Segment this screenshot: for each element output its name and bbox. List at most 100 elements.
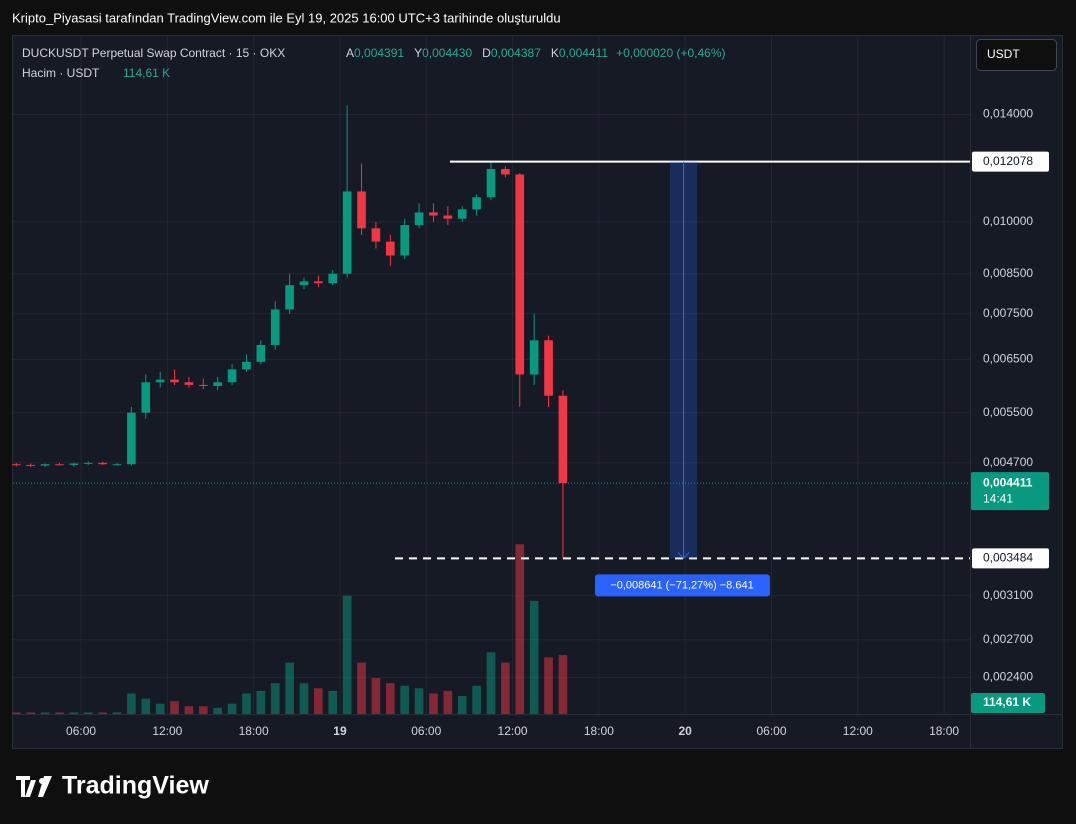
y-tick-label: 0,005500 bbox=[983, 405, 1033, 419]
candle-body bbox=[328, 273, 338, 284]
volume-bar bbox=[544, 657, 553, 714]
plot bbox=[11, 105, 568, 714]
candle-body bbox=[558, 395, 568, 484]
candle-body bbox=[385, 241, 395, 256]
candle-body bbox=[544, 340, 553, 396]
candle-body bbox=[26, 464, 36, 466]
volume-bar bbox=[299, 683, 309, 714]
volume-bar bbox=[314, 688, 323, 714]
candle-body bbox=[155, 379, 165, 383]
volume-bar bbox=[328, 690, 338, 714]
volume-bar bbox=[83, 712, 93, 714]
ohlc-value: 0,004411 bbox=[559, 46, 608, 60]
candle-body bbox=[227, 369, 237, 383]
volume-bar bbox=[170, 701, 179, 714]
candle-body bbox=[127, 412, 136, 465]
level-box bbox=[972, 548, 1049, 569]
candle-body bbox=[69, 463, 79, 465]
x-tick-label: 06:00 bbox=[411, 724, 441, 738]
volume-bar bbox=[285, 662, 294, 714]
logo-mark bbox=[38, 776, 52, 797]
brand: TradingView bbox=[62, 772, 209, 800]
candle-body bbox=[357, 191, 366, 229]
button-label[interactable]: USDT bbox=[987, 47, 1020, 61]
x-tick-label: 20 bbox=[679, 724, 693, 738]
y-tick-label: 0,007500 bbox=[983, 306, 1033, 320]
y-tick-label: 0,008500 bbox=[983, 266, 1033, 280]
last-price-box bbox=[971, 472, 1049, 511]
candle-body bbox=[285, 285, 294, 310]
currency-button[interactable]: USDT bbox=[976, 39, 1057, 71]
volume-bar bbox=[141, 698, 151, 714]
ohlc-value: 0,004430 bbox=[422, 46, 472, 60]
overlay: 0,004411 14:41 0,012078 0,003484 −0,008641 (… bbox=[13, 151, 1049, 713]
x-tick-label: 12:00 bbox=[152, 724, 182, 738]
y-tick-label: 0,003100 bbox=[983, 588, 1033, 602]
volume-bar bbox=[127, 693, 136, 714]
volume-bar bbox=[227, 703, 237, 714]
candle-body bbox=[457, 209, 467, 219]
x-tick-label: 18:00 bbox=[929, 724, 959, 738]
x-tick-label: 12:00 bbox=[843, 724, 873, 738]
level-box bbox=[972, 151, 1049, 172]
button-frame[interactable] bbox=[976, 39, 1057, 71]
volume-bar bbox=[443, 690, 453, 714]
volume-bar bbox=[98, 712, 107, 714]
x-tick-label: 19 bbox=[333, 724, 347, 738]
candle-body bbox=[213, 382, 223, 386]
candle-body bbox=[270, 309, 280, 345]
y-tick-label: 0,014000 bbox=[983, 107, 1033, 121]
candle-body bbox=[83, 462, 93, 464]
candle-body bbox=[170, 379, 179, 383]
volume-bar bbox=[256, 690, 266, 714]
level-label: 0,003484 bbox=[983, 551, 1033, 565]
candle-body bbox=[342, 191, 352, 274]
y-tick-label: 0,002400 bbox=[983, 670, 1033, 684]
volume-bar bbox=[40, 712, 50, 714]
volume-bar bbox=[371, 678, 381, 714]
candle-body bbox=[529, 340, 539, 375]
volume-bar bbox=[457, 696, 467, 714]
candle-body bbox=[314, 281, 323, 284]
volume-bar bbox=[112, 712, 122, 714]
volume-tag bbox=[971, 693, 1045, 713]
volume-name: Hacim · USDT bbox=[22, 66, 100, 80]
volume-bar bbox=[558, 655, 568, 714]
volume-bar bbox=[11, 712, 21, 714]
volume-bar bbox=[198, 706, 208, 714]
candle-body bbox=[299, 281, 309, 286]
candle-body bbox=[55, 464, 64, 466]
ohlc-value: 0,004387 bbox=[491, 46, 541, 60]
measure-label-box bbox=[595, 574, 770, 597]
ohlc-key: A bbox=[346, 46, 354, 60]
ohlc-key: K bbox=[551, 46, 559, 60]
volume-bar bbox=[213, 707, 223, 714]
volume-bar bbox=[429, 693, 438, 714]
x-tick-label: 06:00 bbox=[66, 724, 96, 738]
logo-mark bbox=[16, 776, 36, 797]
candle-body bbox=[414, 212, 424, 226]
volume-bar bbox=[357, 662, 366, 714]
chart-title: Kripto_Piyasasi tarafından TradingView.c… bbox=[12, 10, 561, 25]
ohlc-key: D bbox=[482, 46, 491, 60]
symbol: DUCKUSDT Perpetual Swap Contract · 15 · … bbox=[22, 46, 285, 60]
y-tick-label: 0,004700 bbox=[983, 455, 1033, 469]
volume-bar bbox=[184, 706, 194, 714]
candle-body bbox=[515, 174, 525, 375]
candle-body bbox=[256, 344, 266, 362]
candle-body bbox=[443, 215, 453, 219]
volume-bar bbox=[472, 685, 481, 714]
candle-body bbox=[141, 382, 151, 413]
volume-bar bbox=[242, 693, 251, 714]
candle-body bbox=[198, 384, 208, 386]
countdown: 14:41 bbox=[983, 491, 1013, 505]
level-label: 0,012078 bbox=[983, 154, 1033, 168]
ohlc-value: 0,004391 bbox=[354, 46, 404, 60]
y-tick-label: 0,006500 bbox=[983, 352, 1033, 366]
x-tick-label: 12:00 bbox=[498, 724, 528, 738]
candle-body bbox=[242, 361, 251, 370]
candle-body bbox=[501, 169, 510, 175]
grid: 0,002400 0,002700 0,003100 0,004700 0,005500… bbox=[13, 36, 1033, 738]
volume-bar bbox=[26, 712, 36, 714]
